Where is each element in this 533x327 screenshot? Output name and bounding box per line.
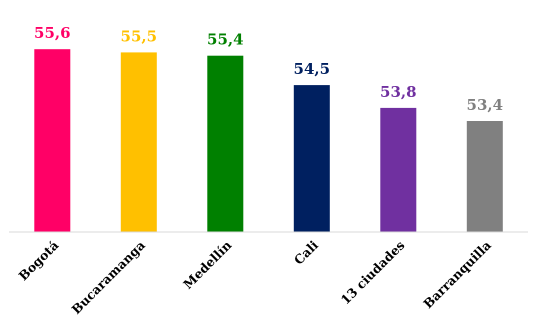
bar-4	[380, 107, 417, 232]
x-tick-label-0: Bogotá	[16, 238, 62, 284]
x-tick-label-5: Barranquilla	[420, 238, 494, 312]
value-label-0: 55,6	[34, 24, 71, 42]
x-tick-label-3: Cali	[291, 237, 321, 267]
bars-group	[34, 49, 503, 233]
value-label-5: 53,4	[467, 96, 504, 114]
value-label-2: 55,4	[207, 31, 244, 49]
bar-2	[207, 55, 244, 233]
x-tick-label-1: Bucaramanga	[69, 238, 148, 317]
x-tick-label-2: Medellín	[180, 238, 234, 292]
x-tick-labels-group: Bogotá Bucaramanga Medellín Cali 13 ciudades…	[16, 237, 494, 317]
x-tick-label-4: 13 ciudades	[338, 238, 408, 308]
value-labels-group: 55,6 55,5 55,4 54,5 53,8 53,4	[34, 24, 503, 114]
bar-1	[120, 52, 157, 233]
bar-3	[293, 85, 330, 232]
bar-0	[34, 49, 71, 233]
value-label-4: 53,8	[380, 83, 417, 101]
bar-5	[466, 121, 503, 232]
value-label-1: 55,5	[121, 27, 158, 45]
value-label-3: 54,5	[294, 60, 331, 78]
